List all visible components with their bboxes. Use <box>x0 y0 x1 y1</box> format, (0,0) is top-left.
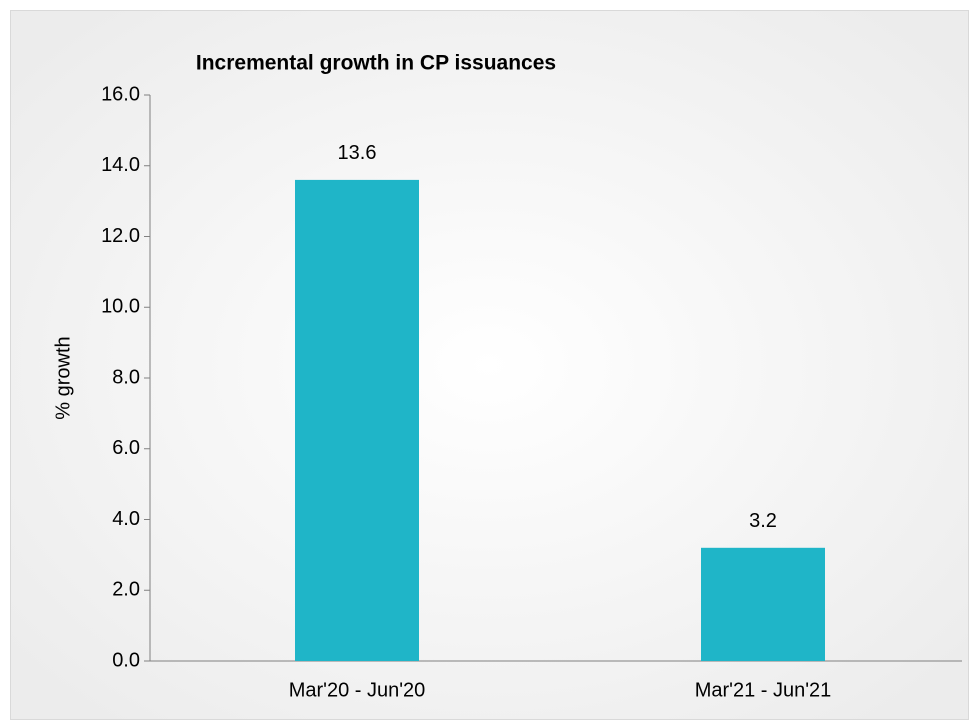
y-axis-label: % growth <box>52 336 74 419</box>
y-tick-label: 14.0 <box>101 154 140 176</box>
bar <box>295 179 419 661</box>
y-tick-label: 4.0 <box>112 508 140 530</box>
chart-title: Incremental growth in CP issuances <box>196 52 556 75</box>
y-tick-label: 0.0 <box>112 649 140 671</box>
bar <box>701 547 825 661</box>
y-tick-label: 10.0 <box>101 296 140 318</box>
data-label: 3.2 <box>749 510 777 532</box>
y-tick-label: 16.0 <box>101 83 140 105</box>
y-tick-label: 12.0 <box>101 225 140 247</box>
data-label: 13.6 <box>338 142 377 164</box>
y-tick-label: 6.0 <box>112 437 140 459</box>
x-tick-label: Mar'20 - Jun'20 <box>289 679 426 701</box>
y-tick-label: 8.0 <box>112 366 140 388</box>
y-tick-label: 2.0 <box>112 579 140 601</box>
x-tick-label: Mar'21 - Jun'21 <box>695 679 832 701</box>
